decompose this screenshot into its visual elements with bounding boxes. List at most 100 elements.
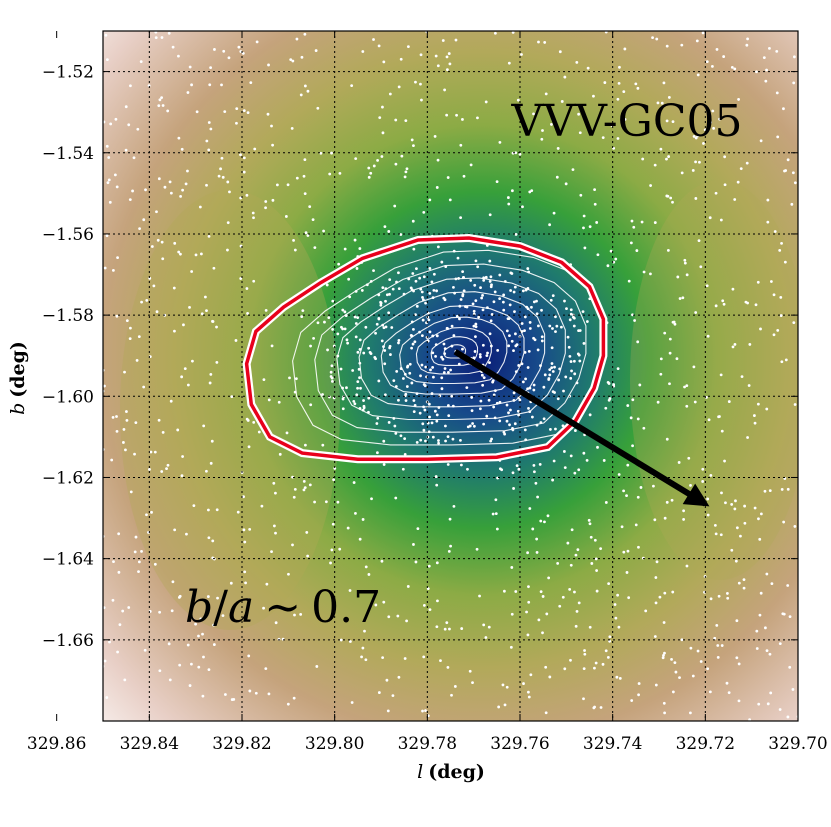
field-point bbox=[406, 45, 410, 48]
field-point bbox=[226, 180, 230, 184]
annotation-var-b: b bbox=[185, 582, 213, 633]
field-point bbox=[154, 36, 158, 40]
field-point bbox=[230, 395, 234, 399]
cluster-point bbox=[569, 376, 573, 380]
field-point bbox=[779, 295, 783, 299]
field-point bbox=[764, 79, 768, 83]
field-point bbox=[509, 645, 513, 649]
field-point bbox=[514, 233, 518, 236]
field-point bbox=[653, 635, 657, 638]
field-point bbox=[116, 256, 119, 260]
cluster-point bbox=[326, 348, 329, 352]
cluster-point bbox=[418, 276, 422, 280]
field-point bbox=[304, 443, 307, 447]
field-point bbox=[330, 548, 334, 552]
field-point bbox=[573, 590, 576, 594]
field-point bbox=[759, 512, 763, 516]
field-point bbox=[755, 647, 759, 650]
field-point bbox=[720, 644, 724, 647]
field-point bbox=[735, 656, 739, 660]
field-point bbox=[274, 621, 278, 625]
field-point bbox=[487, 625, 491, 629]
field-point bbox=[291, 59, 295, 63]
field-point bbox=[154, 31, 158, 34]
field-point bbox=[293, 248, 297, 252]
field-point bbox=[394, 496, 398, 500]
cluster-point bbox=[488, 279, 492, 283]
field-point bbox=[614, 257, 618, 261]
field-point bbox=[671, 590, 675, 594]
field-point bbox=[722, 302, 726, 306]
field-point bbox=[670, 498, 674, 502]
field-point bbox=[569, 658, 572, 662]
field-point bbox=[497, 705, 501, 709]
field-point bbox=[459, 216, 463, 220]
field-point bbox=[581, 310, 585, 314]
field-point bbox=[367, 166, 371, 170]
field-point bbox=[665, 119, 669, 123]
field-point bbox=[574, 624, 578, 628]
field-point bbox=[128, 326, 132, 330]
field-point bbox=[358, 537, 362, 541]
field-point bbox=[265, 582, 269, 586]
field-point bbox=[737, 581, 741, 585]
cluster-point bbox=[353, 402, 357, 406]
field-point bbox=[793, 55, 796, 59]
field-point bbox=[222, 49, 226, 53]
field-point bbox=[115, 185, 119, 189]
field-point bbox=[255, 40, 259, 44]
field-point bbox=[506, 196, 510, 199]
cluster-point bbox=[472, 324, 476, 328]
field-point bbox=[205, 183, 208, 187]
field-point bbox=[616, 593, 620, 597]
density-band-right bbox=[630, 180, 798, 580]
field-point bbox=[582, 214, 586, 218]
field-point bbox=[476, 116, 479, 120]
field-point bbox=[394, 118, 398, 122]
field-point bbox=[393, 204, 397, 208]
field-point bbox=[243, 570, 247, 574]
field-point bbox=[253, 147, 257, 151]
field-point bbox=[678, 297, 682, 300]
cluster-point bbox=[388, 278, 392, 282]
field-point bbox=[185, 532, 188, 536]
field-point bbox=[480, 373, 484, 377]
field-point bbox=[759, 139, 763, 143]
field-point bbox=[300, 55, 304, 59]
cluster-point bbox=[577, 353, 581, 357]
field-point bbox=[160, 96, 163, 100]
field-point bbox=[274, 491, 277, 495]
field-point bbox=[601, 662, 605, 666]
field-point bbox=[186, 383, 190, 387]
field-point bbox=[370, 497, 373, 501]
field-point bbox=[636, 495, 640, 499]
field-point bbox=[730, 548, 734, 552]
cluster-point bbox=[505, 329, 509, 333]
field-point bbox=[294, 377, 298, 381]
field-point bbox=[206, 595, 210, 598]
field-point bbox=[551, 327, 554, 330]
field-point bbox=[302, 479, 306, 483]
field-point bbox=[427, 564, 431, 568]
field-point bbox=[459, 143, 463, 147]
field-point bbox=[136, 127, 140, 131]
field-point bbox=[221, 614, 225, 618]
field-point bbox=[752, 414, 756, 417]
field-point bbox=[694, 197, 698, 200]
field-point bbox=[498, 467, 502, 471]
field-point bbox=[223, 110, 227, 114]
field-point bbox=[669, 196, 673, 200]
field-point bbox=[517, 467, 521, 471]
tick-labels: 329.86 329.84 329.82 329.80 329.78 329.76 329.… bbox=[27, 63, 828, 754]
cluster-point bbox=[339, 367, 343, 371]
field-point bbox=[381, 131, 385, 135]
field-point bbox=[207, 121, 211, 124]
cluster-point bbox=[449, 368, 452, 372]
field-point bbox=[252, 279, 256, 283]
field-point bbox=[315, 665, 319, 668]
field-point bbox=[313, 246, 317, 250]
field-point bbox=[727, 691, 731, 695]
field-point bbox=[522, 682, 525, 685]
field-point bbox=[461, 118, 464, 121]
cluster-point bbox=[403, 437, 407, 441]
